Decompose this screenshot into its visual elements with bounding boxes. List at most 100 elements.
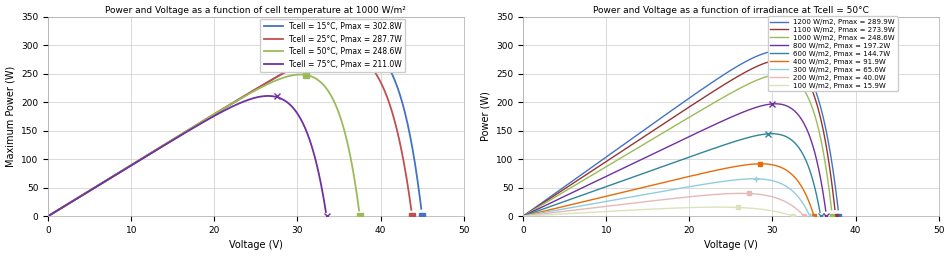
Tcell = 25°C, Pmax = 287.7W xyxy=(271,76,282,79)
Y-axis label: Maximum Power (W): Maximum Power (W) xyxy=(6,66,15,167)
300 W/m2, Pmax = 65.6W xyxy=(697,183,709,186)
Tcell = 50°C, Pmax = 248.6W xyxy=(49,210,61,213)
400 W/m2, Pmax = 91.9W xyxy=(808,212,819,216)
1100 W/m2, Pmax = 273.9W xyxy=(798,72,809,75)
100 W/m2, Pmax = 15.9W xyxy=(661,207,673,210)
1200 W/m2, Pmax = 289.9W xyxy=(518,215,529,218)
1000 W/m2, Pmax = 248.6W xyxy=(711,100,722,103)
Tcell = 15°C, Pmax = 302.8W xyxy=(415,207,427,210)
Tcell = 25°C, Pmax = 287.7W xyxy=(329,51,340,54)
1000 W/m2, Pmax = 248.6W xyxy=(826,208,837,211)
400 W/m2, Pmax = 91.9W xyxy=(524,213,536,216)
600 W/m2, Pmax = 144.7W xyxy=(767,132,778,135)
Tcell = 50°C, Pmax = 248.6W xyxy=(322,89,333,92)
Tcell = 75°C, Pmax = 211.0W xyxy=(191,125,202,128)
200 W/m2, Pmax = 40.0W xyxy=(524,214,536,217)
200 W/m2, Pmax = 40.0W xyxy=(518,215,529,218)
Tcell = 15°C, Pmax = 302.8W xyxy=(51,209,63,212)
Tcell = 50°C, Pmax = 248.6W xyxy=(43,215,54,218)
800 W/m2, Pmax = 197.2W xyxy=(708,124,719,127)
Tcell = 75°C, Pmax = 211.0W xyxy=(48,211,60,214)
Legend: Tcell = 15°C, Pmax = 302.8W, Tcell = 25°C, Pmax = 287.7W, Tcell = 50°C, Pmax = 2: Tcell = 15°C, Pmax = 302.8W, Tcell = 25°… xyxy=(259,18,406,72)
Tcell = 50°C, Pmax = 248.6W xyxy=(353,209,365,212)
800 W/m2, Pmax = 197.2W xyxy=(756,104,768,107)
Tcell = 50°C, Pmax = 248.6W xyxy=(294,73,306,76)
300 W/m2, Pmax = 65.6W xyxy=(670,187,681,190)
200 W/m2, Pmax = 40.0W xyxy=(667,197,678,200)
600 W/m2, Pmax = 144.7W xyxy=(751,134,763,137)
100 W/m2, Pmax = 15.9W xyxy=(712,206,723,209)
100 W/m2, Pmax = 15.9W xyxy=(787,214,798,217)
Line: 400 W/m2, Pmax = 91.9W: 400 W/m2, Pmax = 91.9W xyxy=(523,164,813,216)
Line: Tcell = 15°C, Pmax = 302.8W: Tcell = 15°C, Pmax = 302.8W xyxy=(48,44,421,216)
Tcell = 25°C, Pmax = 287.7W xyxy=(369,70,380,73)
1200 W/m2, Pmax = 289.9W xyxy=(686,95,697,98)
Tcell = 25°C, Pmax = 287.7W xyxy=(406,208,417,211)
Line: 1100 W/m2, Pmax = 273.9W: 1100 W/m2, Pmax = 273.9W xyxy=(523,60,835,216)
Tcell = 50°C, Pmax = 248.6W xyxy=(238,95,249,99)
600 W/m2, Pmax = 144.7W xyxy=(785,137,796,141)
200 W/m2, Pmax = 40.0W xyxy=(739,192,750,195)
800 W/m2, Pmax = 197.2W xyxy=(524,211,536,214)
200 W/m2, Pmax = 40.0W xyxy=(694,194,705,197)
1000 W/m2, Pmax = 248.6W xyxy=(761,75,772,78)
Tcell = 15°C, Pmax = 302.8W xyxy=(350,42,361,45)
800 W/m2, Pmax = 197.2W xyxy=(789,110,801,113)
Tcell = 50°C, Pmax = 248.6W xyxy=(208,113,219,116)
300 W/m2, Pmax = 65.6W xyxy=(524,214,536,217)
Line: Tcell = 25°C, Pmax = 287.7W: Tcell = 25°C, Pmax = 287.7W xyxy=(48,52,411,216)
Tcell = 25°C, Pmax = 287.7W xyxy=(237,96,248,99)
800 W/m2, Pmax = 197.2W xyxy=(820,209,831,212)
100 W/m2, Pmax = 15.9W xyxy=(731,206,742,209)
Legend: 1200 W/m2, Pmax = 289.9W, 1100 W/m2, Pmax = 273.9W, 1000 W/m2, Pmax = 248.6W, 80: 1200 W/m2, Pmax = 289.9W, 1100 W/m2, Pma… xyxy=(768,16,898,91)
Tcell = 25°C, Pmax = 287.7W xyxy=(336,51,348,54)
600 W/m2, Pmax = 144.7W xyxy=(518,215,529,218)
100 W/m2, Pmax = 15.9W xyxy=(605,210,617,213)
Line: 1000 W/m2, Pmax = 248.6W: 1000 W/m2, Pmax = 248.6W xyxy=(523,74,831,216)
1100 W/m2, Pmax = 273.9W xyxy=(829,208,841,211)
200 W/m2, Pmax = 40.0W xyxy=(770,196,781,199)
100 W/m2, Pmax = 15.9W xyxy=(687,206,698,209)
1100 W/m2, Pmax = 273.9W xyxy=(518,215,529,218)
600 W/m2, Pmax = 144.7W xyxy=(704,148,715,152)
Line: 800 W/m2, Pmax = 197.2W: 800 W/m2, Pmax = 197.2W xyxy=(523,104,826,216)
Y-axis label: Power (W): Power (W) xyxy=(481,91,490,141)
Tcell = 15°C, Pmax = 302.8W xyxy=(241,93,253,96)
Tcell = 75°C, Pmax = 211.0W xyxy=(133,159,144,163)
Tcell = 15°C, Pmax = 302.8W xyxy=(378,58,390,61)
Tcell = 25°C, Pmax = 287.7W xyxy=(161,142,172,145)
300 W/m2, Pmax = 65.6W xyxy=(611,198,622,201)
Tcell = 75°C, Pmax = 211.0W xyxy=(262,94,274,98)
Tcell = 75°C, Pmax = 211.0W xyxy=(293,113,304,116)
300 W/m2, Pmax = 65.6W xyxy=(774,182,786,185)
800 W/m2, Pmax = 197.2W xyxy=(616,167,627,170)
Tcell = 50°C, Pmax = 248.6W xyxy=(143,152,155,155)
1200 W/m2, Pmax = 289.9W xyxy=(832,208,844,211)
Tcell = 15°C, Pmax = 302.8W xyxy=(43,215,54,218)
Line: 600 W/m2, Pmax = 144.7W: 600 W/m2, Pmax = 144.7W xyxy=(523,134,820,216)
200 W/m2, Pmax = 40.0W xyxy=(798,214,809,217)
Tcell = 15°C, Pmax = 302.8W xyxy=(163,140,175,143)
200 W/m2, Pmax = 40.0W xyxy=(609,204,620,207)
1100 W/m2, Pmax = 273.9W xyxy=(684,105,695,108)
100 W/m2, Pmax = 15.9W xyxy=(523,214,535,217)
400 W/m2, Pmax = 91.9W xyxy=(755,162,767,165)
Tcell = 50°C, Pmax = 248.6W xyxy=(288,74,299,77)
1100 W/m2, Pmax = 273.9W xyxy=(763,60,774,63)
Title: Power and Voltage as a function of irradiance at Tcell = 50°C: Power and Voltage as a function of irrad… xyxy=(593,6,869,15)
Line: 200 W/m2, Pmax = 40.0W: 200 W/m2, Pmax = 40.0W xyxy=(523,193,804,216)
Tcell = 25°C, Pmax = 287.7W xyxy=(51,209,63,212)
600 W/m2, Pmax = 144.7W xyxy=(524,212,536,215)
400 W/m2, Pmax = 91.9W xyxy=(778,167,789,170)
1200 W/m2, Pmax = 289.9W xyxy=(620,142,632,145)
1200 W/m2, Pmax = 289.9W xyxy=(801,69,812,72)
400 W/m2, Pmax = 91.9W xyxy=(747,163,758,166)
Line: 1200 W/m2, Pmax = 289.9W: 1200 W/m2, Pmax = 289.9W xyxy=(523,51,838,216)
800 W/m2, Pmax = 197.2W xyxy=(518,215,529,218)
300 W/m2, Pmax = 65.6W xyxy=(804,213,815,216)
Tcell = 25°C, Pmax = 287.7W xyxy=(43,215,54,218)
300 W/m2, Pmax = 65.6W xyxy=(743,177,754,180)
Tcell = 15°C, Pmax = 302.8W xyxy=(276,72,288,75)
400 W/m2, Pmax = 91.9W xyxy=(612,192,623,195)
600 W/m2, Pmax = 144.7W xyxy=(675,158,687,161)
